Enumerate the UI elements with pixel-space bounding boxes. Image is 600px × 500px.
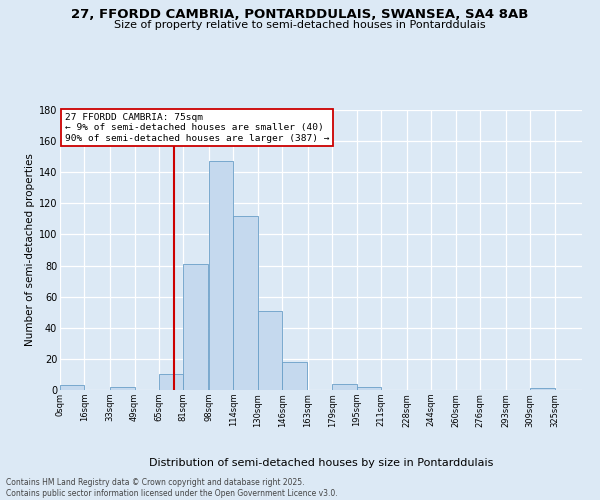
- Bar: [530, 388, 554, 390]
- Text: 27 FFORDD CAMBRIA: 75sqm
← 9% of semi-detached houses are smaller (40)
90% of se: 27 FFORDD CAMBRIA: 75sqm ← 9% of semi-de…: [65, 113, 330, 142]
- Y-axis label: Number of semi-detached properties: Number of semi-detached properties: [25, 154, 35, 346]
- Bar: [183, 264, 208, 390]
- Bar: [209, 162, 233, 390]
- Bar: [60, 386, 85, 390]
- Text: Size of property relative to semi-detached houses in Pontarddulais: Size of property relative to semi-detach…: [114, 20, 486, 30]
- Bar: [159, 374, 183, 390]
- Text: Contains HM Land Registry data © Crown copyright and database right 2025.
Contai: Contains HM Land Registry data © Crown c…: [6, 478, 338, 498]
- Bar: [357, 387, 381, 390]
- Text: Distribution of semi-detached houses by size in Pontarddulais: Distribution of semi-detached houses by …: [149, 458, 493, 468]
- Bar: [282, 362, 307, 390]
- Bar: [233, 216, 258, 390]
- Bar: [258, 310, 282, 390]
- Bar: [332, 384, 357, 390]
- Bar: [110, 387, 134, 390]
- Text: 27, FFORDD CAMBRIA, PONTARDDULAIS, SWANSEA, SA4 8AB: 27, FFORDD CAMBRIA, PONTARDDULAIS, SWANS…: [71, 8, 529, 20]
